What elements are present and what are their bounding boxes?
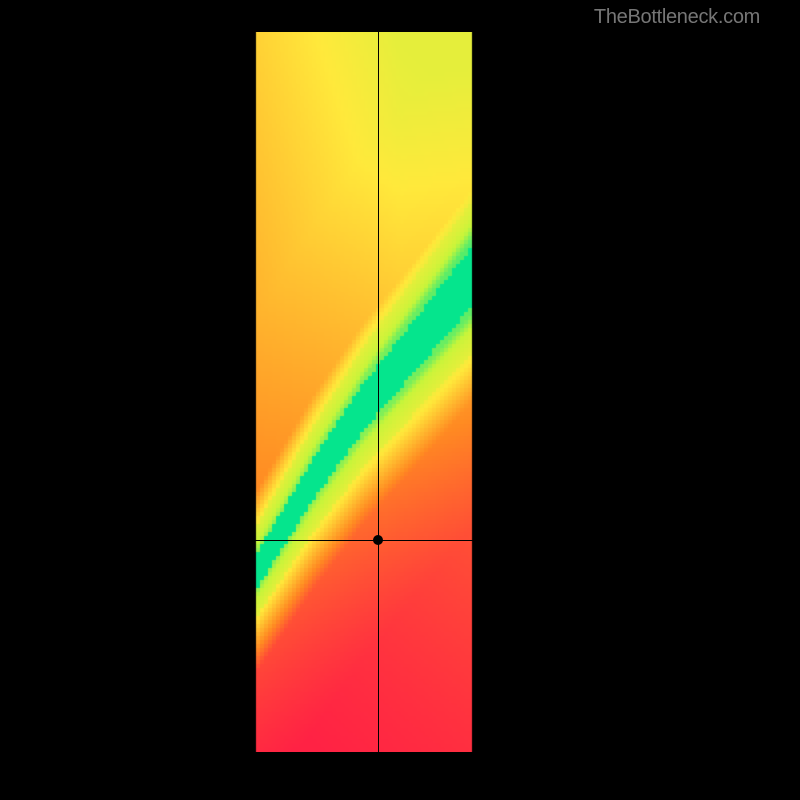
heatmap-canvas	[40, 32, 760, 752]
bottleneck-heatmap	[40, 32, 760, 752]
crosshair-horizontal	[40, 540, 760, 541]
data-point-marker	[373, 535, 383, 545]
watermark-text: TheBottleneck.com	[594, 6, 760, 29]
crosshair-vertical	[378, 32, 379, 752]
